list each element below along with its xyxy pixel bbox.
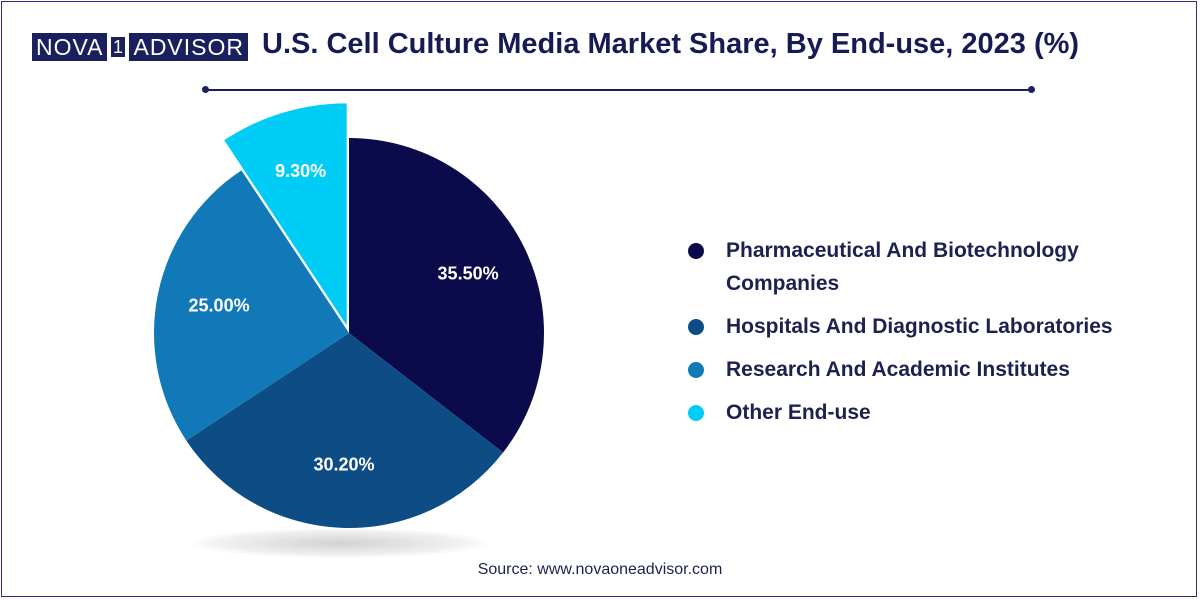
pie-label-other-end-use: 9.30% [275,161,326,181]
pie-slice-pharmaceutical-and-biotechnology-companies [349,138,545,453]
pie-shadow [190,528,490,558]
pie-slice-hospitals-and-diagnostic-laboratories [186,333,504,528]
legend-label-pharma: Pharmaceutical And Biotechnology Compani… [726,239,1079,295]
legend-label-research: Research And Academic Institutes [726,358,1070,381]
logo-text-nova: NOVA [32,33,108,61]
pie-label-pharmaceutical-and-biotechnology-companies: 35.50% [438,263,499,283]
legend-item-pharma: Pharmaceutical And Biotechnology Compani… [688,238,1168,300]
legend-label-other: Other End-use [726,401,871,424]
title-rule [206,89,1032,91]
source-note: Source: www.novaoneadvisor.com [477,561,723,578]
pie-slices [153,103,545,528]
title-rule-right-dot [1028,86,1035,93]
legend-item-other: Other End-use [688,400,1168,429]
pie-label-research-and-academic-institutes: 25.00% [189,295,250,315]
legend-swatch-research [688,362,704,378]
pie-slice-research-and-academic-institutes [153,170,349,441]
logo-text-advisor: ADVISOR [129,33,249,61]
brand-logo: NOVA 1 ADVISOR [32,33,249,61]
title-rule-left-dot [202,86,209,93]
legend-label-hospitals: Hospitals And Diagnostic Laboratories [726,315,1113,338]
legend-swatch-other [688,405,704,421]
pie-slice-labels: 35.50% 30.20% 25.00% 9.30% [189,161,499,474]
legend-swatch-hospitals [688,319,704,335]
pie-slice-other-end-use [224,103,347,326]
legend-swatch-pharma [688,243,704,259]
chart-title: U.S. Cell Culture Media Market Share, By… [262,28,1080,60]
chart-legend: Pharmaceutical And Biotechnology Compani… [688,238,1168,443]
pie-label-hospitals-and-diagnostic-laboratories: 30.20% [313,454,374,474]
legend-item-research: Research And Academic Institutes [688,357,1168,386]
logo-box-one: 1 [109,35,128,59]
legend-item-hospitals: Hospitals And Diagnostic Laboratories [688,314,1168,343]
